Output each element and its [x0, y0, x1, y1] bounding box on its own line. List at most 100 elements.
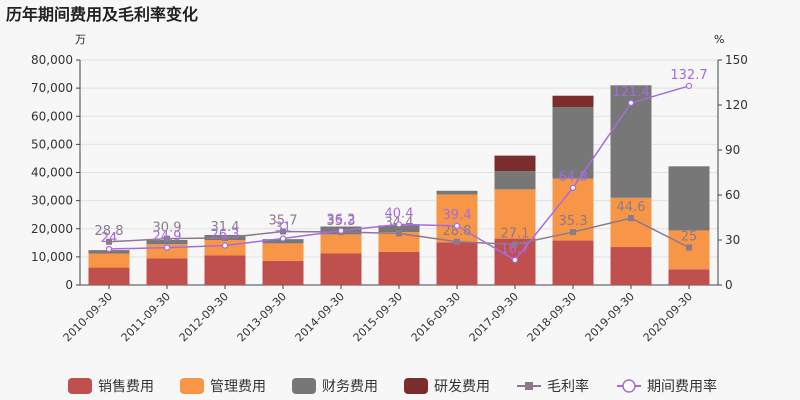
legend-swatch: [68, 378, 92, 394]
line-point: [105, 245, 113, 253]
legend-label: 期间费用率: [647, 378, 717, 395]
bar-segment: [610, 247, 652, 285]
data-label: 121.4: [612, 85, 649, 100]
left-axis-unit: 万: [75, 33, 86, 46]
data-label: 36.2: [327, 213, 356, 228]
x-tick-label: 2020-09-30: [641, 290, 695, 344]
line-point: [396, 230, 402, 237]
x-tick-label: 2012-09-30: [177, 290, 231, 344]
data-label: 25: [681, 230, 698, 245]
data-label: 24: [101, 231, 118, 246]
legend-swatch: [404, 378, 428, 394]
bar-segment: [378, 232, 420, 252]
data-label: 44.6: [617, 200, 646, 215]
x-tick-label: 2019-09-30: [583, 290, 637, 344]
chart-title: 历年期间费用及毛利率变化: [6, 5, 198, 24]
bar-segment: [552, 240, 594, 285]
line-point: [222, 234, 228, 241]
line-point: [453, 222, 461, 229]
data-label: 26.3: [211, 228, 240, 243]
data-label: 39.4: [443, 208, 472, 223]
line-point: [221, 242, 229, 249]
x-tick-label: 2015-09-30: [351, 290, 405, 344]
data-label: 31: [275, 221, 292, 236]
line-point: [686, 244, 692, 251]
x-tick-label: 2018-09-30: [525, 290, 579, 344]
legend-label: 毛利率: [547, 378, 589, 395]
line-point: [569, 184, 577, 191]
legend-swatch: [180, 378, 204, 394]
x-tick-label: 2013-09-30: [235, 290, 289, 344]
left-tick-label: 80,000: [31, 53, 73, 67]
bar-segment: [668, 269, 710, 285]
x-axis-ticks: 2010-09-30 2011-09-30 2012-09-30 2013-09-30…: [61, 285, 695, 344]
line-point: [570, 229, 576, 236]
line-point: [163, 244, 171, 251]
right-tick-label: 30: [725, 233, 740, 247]
right-axis-ticks: 0 30 60 90 120 150: [718, 53, 748, 292]
left-axis-ticks: 0 10,000 20,000 30,000 40,000 50,000 60,000 70,…: [31, 53, 80, 292]
data-label: 132.7: [670, 68, 707, 83]
line-point: [279, 235, 287, 242]
data-label: 35.3: [559, 214, 588, 229]
right-tick-label: 60: [725, 188, 740, 202]
bars: [88, 85, 710, 285]
legend-marker: [525, 382, 533, 390]
lines: 28.830.931.435.735.334.428.827.135.344.6…: [95, 68, 708, 264]
bar-segment: [494, 189, 536, 239]
left-tick-label: 20,000: [31, 222, 73, 236]
left-tick-label: 10,000: [31, 250, 73, 264]
bar-segment: [436, 190, 478, 195]
line-point: [106, 238, 112, 245]
x-tick-label: 2011-09-30: [119, 290, 173, 344]
right-tick-label: 90: [725, 143, 740, 157]
bar-segment: [88, 253, 130, 268]
bar-segment: [146, 258, 188, 285]
line-point: [337, 227, 345, 234]
bar-segment: [204, 255, 246, 285]
legend-swatch: [292, 378, 316, 394]
x-tick-label: 2010-09-30: [61, 290, 115, 344]
bar-segment: [320, 234, 362, 254]
legend-label: 管理费用: [210, 379, 266, 395]
left-tick-label: 50,000: [31, 137, 73, 151]
x-tick-label: 2016-09-30: [409, 290, 463, 344]
bar-segment: [320, 253, 362, 285]
data-label: 24.9: [153, 230, 182, 245]
line-point: [628, 215, 634, 222]
left-tick-label: 0: [65, 278, 73, 292]
data-label: 31.4: [211, 220, 240, 235]
legend-label: 研发费用: [434, 379, 490, 395]
bar-segment: [436, 242, 478, 285]
bar-segment: [668, 166, 710, 231]
bar-segment: [88, 267, 130, 285]
line-point: [511, 256, 519, 264]
bar-segment: [552, 95, 594, 107]
bar-segment: [378, 225, 420, 233]
legend[interactable]: 销售费用 管理费用 财务费用 研发费用 毛利率 期间费用率: [68, 378, 717, 395]
data-label: 28.8: [443, 224, 472, 239]
left-tick-label: 30,000: [31, 194, 73, 208]
right-tick-label: 0: [725, 278, 733, 292]
data-label: 64.8: [559, 170, 588, 185]
x-tick-label: 2017-09-30: [467, 290, 521, 344]
bar-segment: [262, 243, 304, 261]
bar-segment: [610, 197, 652, 248]
bar-segment: [494, 155, 536, 172]
line-point: [627, 99, 635, 107]
bar-segment: [146, 240, 188, 245]
line-point: [280, 228, 286, 235]
right-tick-label: 120: [725, 98, 748, 112]
data-label: 27.1: [501, 226, 530, 241]
x-tick-label: 2014-09-30: [293, 290, 347, 344]
left-tick-label: 60,000: [31, 109, 73, 123]
line-point: [164, 235, 170, 242]
left-tick-label: 70,000: [31, 81, 73, 95]
bar-segment: [494, 171, 536, 190]
legend-label: 销售费用: [98, 379, 154, 395]
legend-label: 财务费用: [322, 379, 378, 395]
data-label: 30.9: [153, 221, 182, 236]
line-point: [395, 221, 403, 228]
line-point: [512, 241, 518, 248]
